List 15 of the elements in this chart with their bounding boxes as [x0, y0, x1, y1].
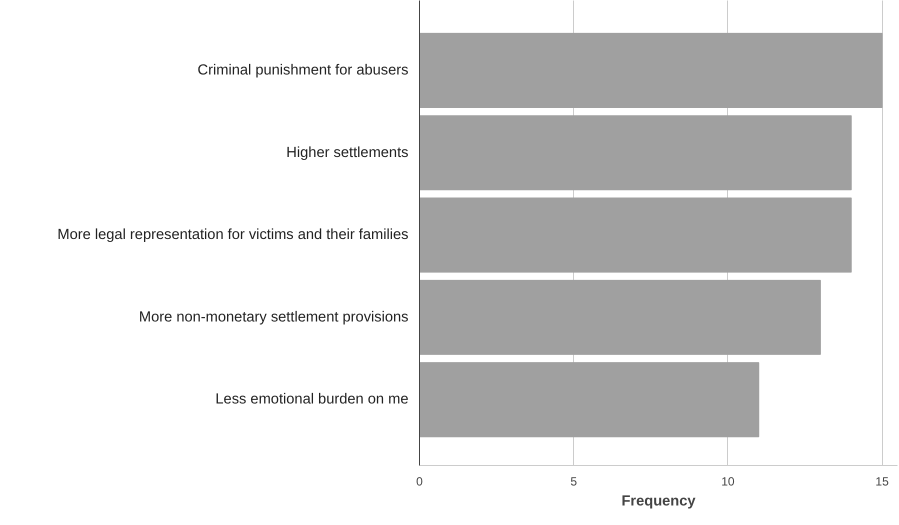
y-tick-label: More non-monetary settlement provisions	[138, 309, 409, 326]
bar	[420, 362, 760, 438]
x-tick-label: 10	[721, 474, 735, 488]
x-tick-label: 0	[416, 474, 424, 488]
x-tick-label: 15	[875, 474, 890, 488]
bar	[420, 280, 821, 355]
x-axis-title: Frequency	[621, 494, 696, 510]
y-tick-label: Higher settlements	[286, 144, 409, 161]
bar	[420, 198, 852, 273]
y-tick-label: Criminal punishment for abusers	[198, 62, 409, 78]
bar	[420, 115, 852, 190]
y-tick-label: Less emotional burden on me	[215, 392, 408, 408]
y-tick-label: More legal representation for victims and their families	[57, 227, 409, 244]
bar	[420, 32, 883, 108]
x-tick-label: 5	[570, 474, 578, 488]
